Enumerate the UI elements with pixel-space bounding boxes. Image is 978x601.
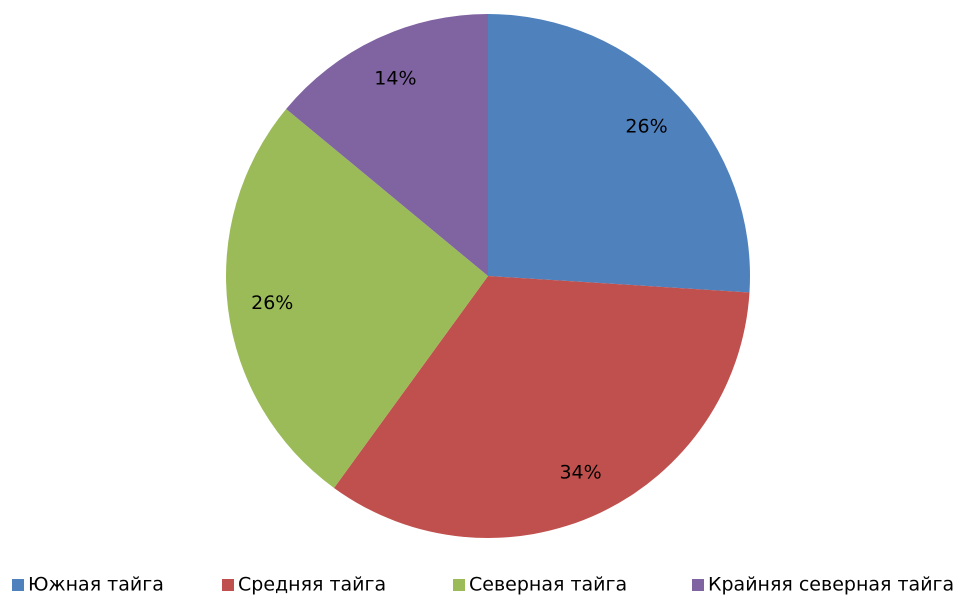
pie-slice bbox=[334, 276, 750, 538]
legend-label: Крайняя северная тайга bbox=[708, 574, 954, 596]
data-label: 26% bbox=[625, 116, 667, 138]
pie-slice bbox=[488, 14, 750, 293]
legend-swatch bbox=[222, 579, 234, 591]
legend-swatch bbox=[12, 579, 24, 591]
pie-slice bbox=[225, 108, 488, 488]
legend-swatch bbox=[453, 579, 465, 591]
legend-label: Южная тайга bbox=[28, 574, 164, 596]
data-label: 26% bbox=[251, 292, 293, 314]
pie-slice bbox=[286, 14, 488, 276]
data-label: 34% bbox=[559, 461, 601, 483]
legend-label: Северная тайга bbox=[469, 574, 627, 596]
legend-swatch bbox=[692, 579, 704, 591]
data-label: 14% bbox=[374, 68, 416, 90]
legend-label: Средняя тайга bbox=[238, 574, 386, 596]
